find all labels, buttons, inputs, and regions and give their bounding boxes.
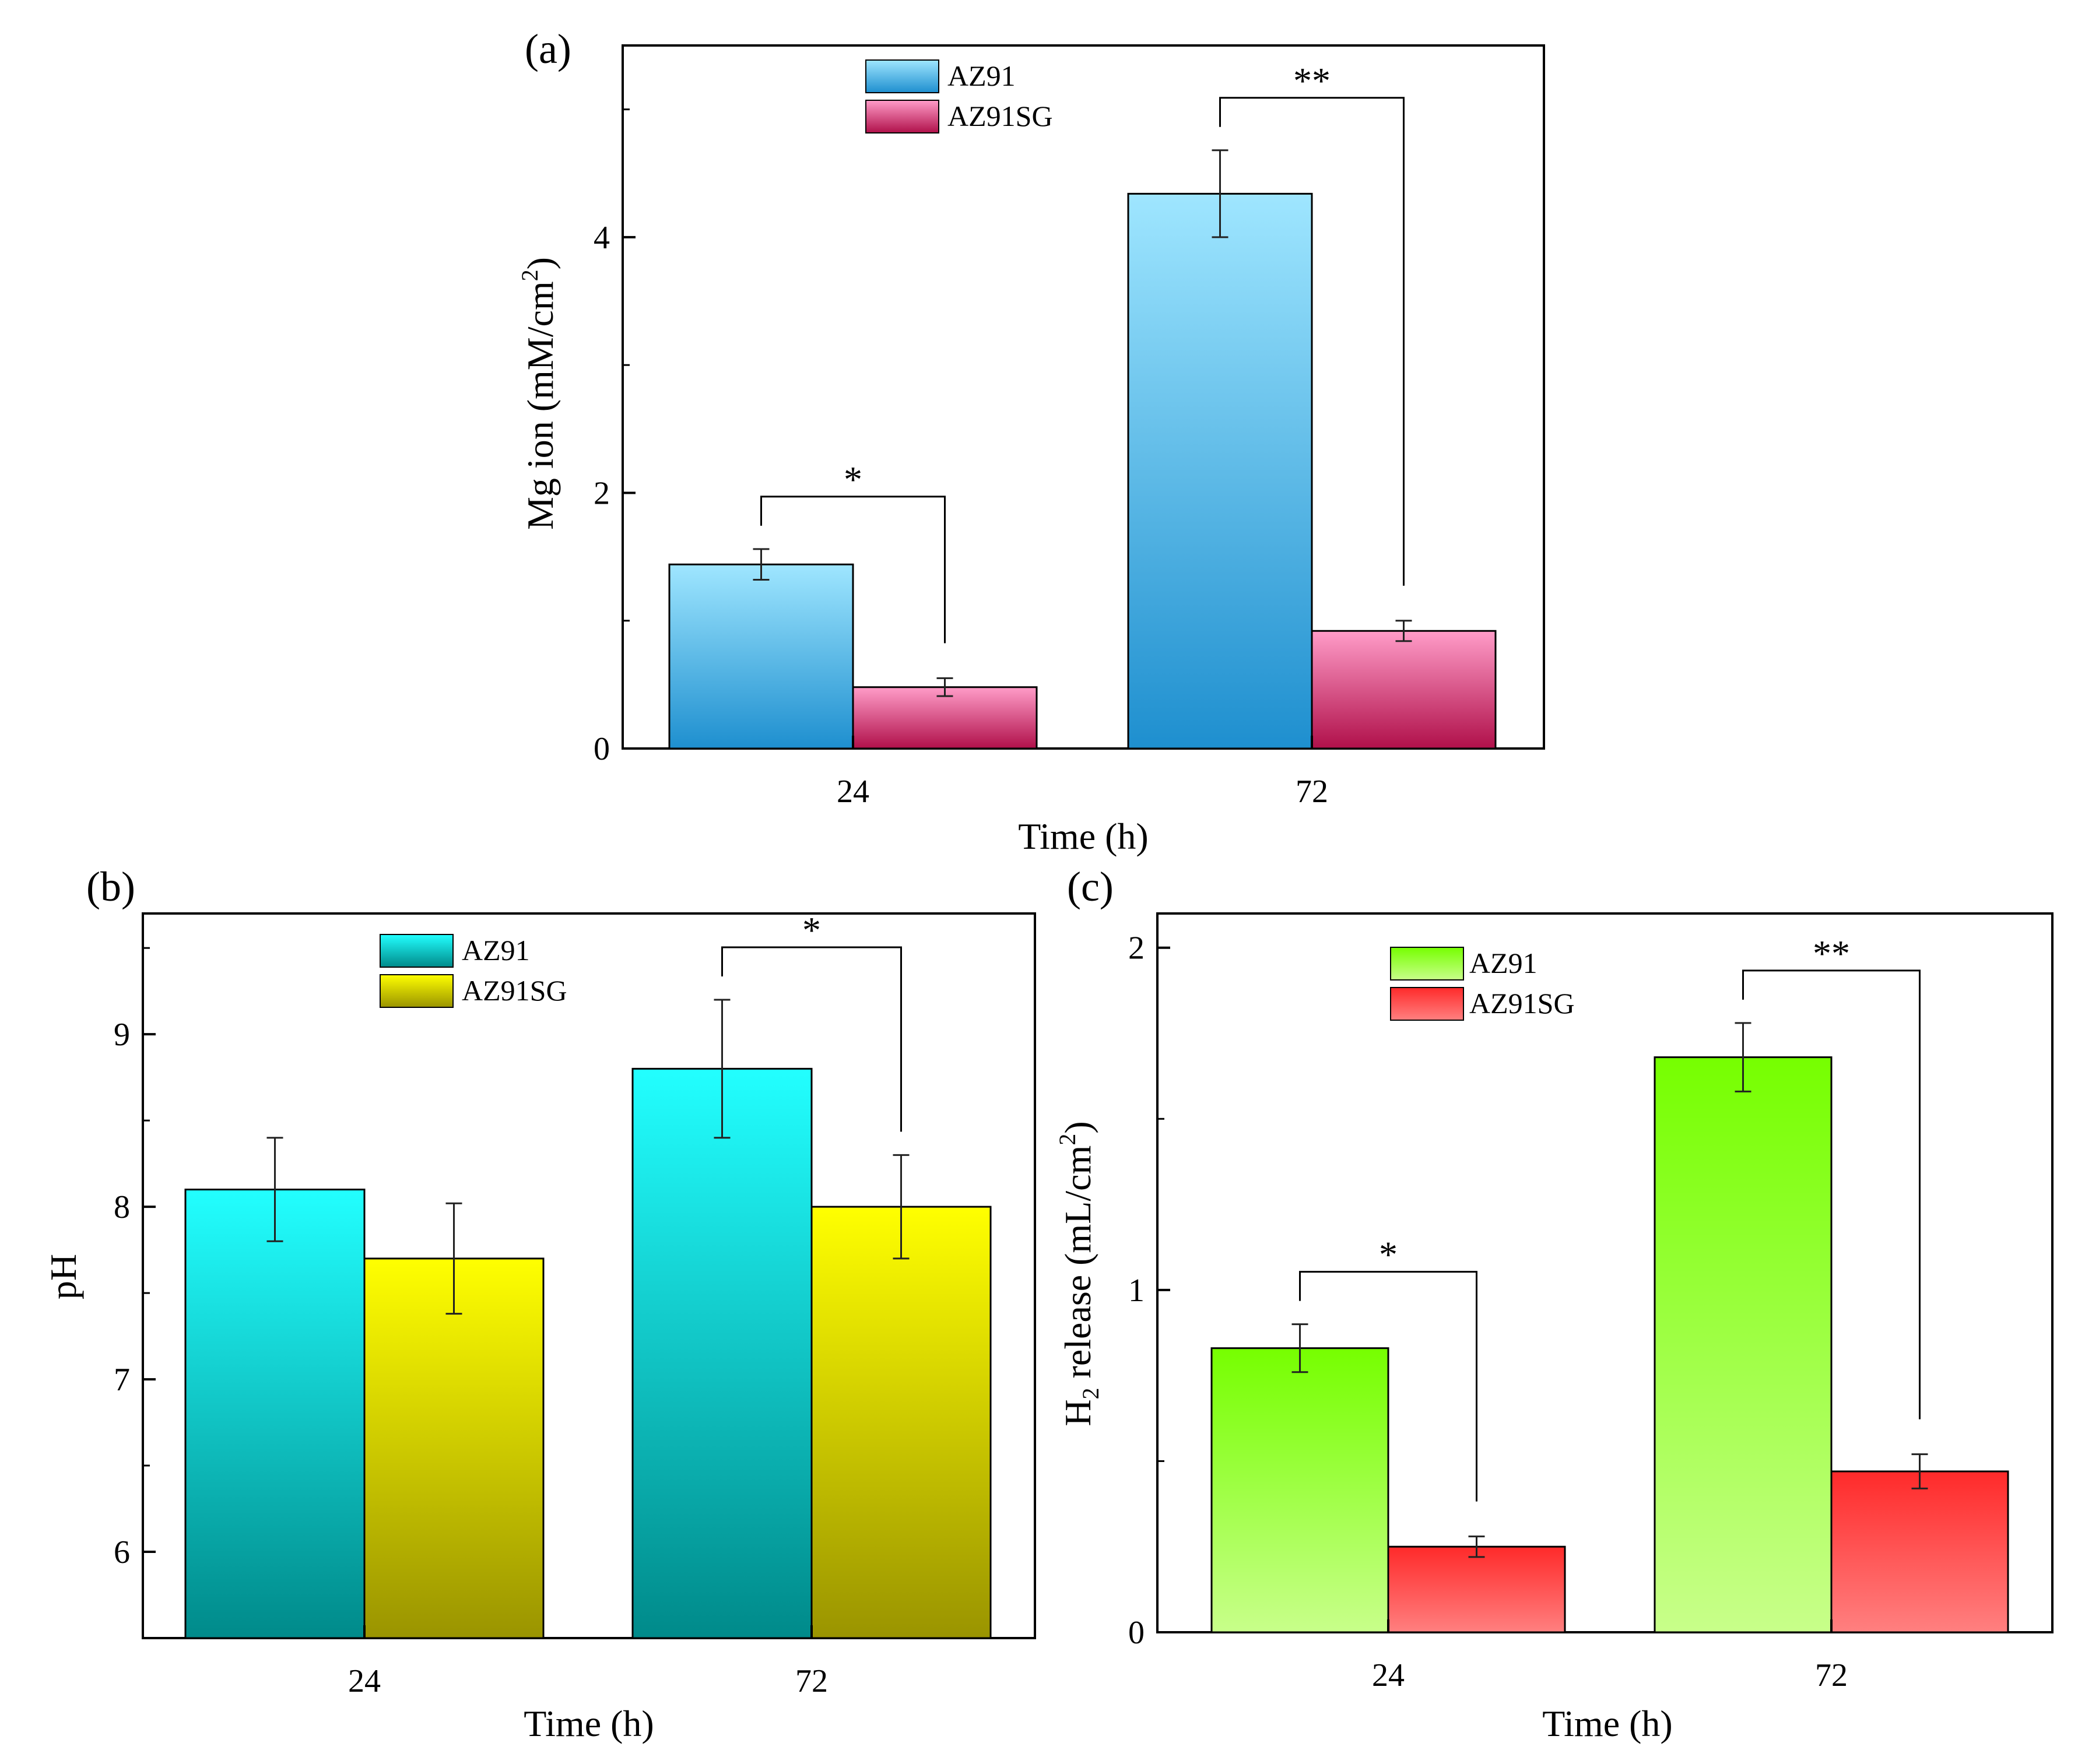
panel-a-x-axis-title: Time (h) (1018, 816, 1148, 857)
significance-marker: * (1379, 1234, 1398, 1275)
panel-b-x-axis-title: Time (h) (524, 1703, 654, 1744)
bar-az91sg-24 (852, 686, 1038, 750)
x-tick-label: 72 (1296, 774, 1328, 810)
panel-a: (a) 024 24 72 *** AZ91 AZ91SG Time (h) Mg… (517, 26, 1545, 857)
y-tick-label: 0 (594, 731, 610, 767)
panel-a-label: (a) (525, 26, 571, 72)
bar-az91-24 (668, 563, 854, 750)
bar-az91sg-24 (363, 1257, 545, 1639)
significance-bracket (760, 496, 946, 644)
panel-a-legend-swatch-az91 (865, 59, 939, 93)
panel-c-y-axis-title-pre: H (1057, 1399, 1098, 1426)
significance-marker: * (844, 459, 862, 500)
y-tick-label: 7 (114, 1362, 130, 1398)
x-tick-label: 24 (348, 1663, 381, 1699)
y-tick-label: 2 (1128, 930, 1145, 967)
panel-a-legend-label-az91: AZ91 (947, 59, 1016, 92)
bar-az91sg-72 (1830, 1470, 2009, 1633)
significance-marker: ** (1813, 933, 1850, 974)
y-tick-label: 0 (1128, 1615, 1145, 1651)
bar-az91sg-72 (810, 1206, 992, 1639)
y-tick-label: 8 (114, 1189, 130, 1225)
panel-c-y-axis-title-end: ) (1057, 1121, 1098, 1133)
bar-az91-72 (631, 1067, 813, 1639)
bar-az91sg-72 (1311, 630, 1497, 750)
significance-bracket (1299, 1271, 1477, 1502)
panel-c-x-axis: 24 72 (1372, 1619, 1848, 1693)
y-tick-label: 1 (1128, 1273, 1145, 1309)
panel-b-legend: AZ91 AZ91SG (380, 934, 567, 1008)
panel-b-legend-label-az91sg: AZ91SG (462, 974, 567, 1007)
panel-b-y-axis-title: pH (43, 1254, 84, 1299)
panel-c-frame (1156, 912, 2054, 1633)
bar-az91-72 (1654, 1056, 1833, 1633)
panel-a-frame (622, 44, 1545, 750)
x-tick-label: 72 (795, 1663, 828, 1699)
panel-c-legend-swatch-az91 (1390, 947, 1464, 981)
panel-b-frame (142, 912, 1036, 1639)
panel-c-significance: *** (1299, 933, 1921, 1502)
panel-a-y-axis-title: Mg ion (mM/cm2) (517, 257, 561, 530)
bar-az91-24 (1210, 1347, 1389, 1633)
panel-a-x-axis: 24 72 (837, 736, 1328, 810)
panel-a-y-axis: 0 2 4 (594, 108, 636, 767)
panel-c-legend-label-az91sg: AZ91SG (1469, 987, 1575, 1020)
bar-az91-72 (1127, 192, 1313, 750)
panel-c-legend-label-az91: AZ91 (1469, 947, 1538, 979)
panel-c-y-axis-title: H2 release (mL/cm2) (1054, 1121, 1104, 1426)
y-tick-label: 9 (114, 1017, 130, 1053)
panel-b-x-axis: 24 72 (348, 1625, 828, 1699)
panel-b-y-axis: 6 7 8 9 (114, 947, 156, 1570)
bar-az91-24 (184, 1189, 366, 1639)
panel-c-y-axis-title-main: release (mL/cm (1057, 1145, 1098, 1388)
panel-a-y-axis-title-main: Mg ion (mM/cm (520, 281, 561, 530)
panel-b: (b) 6 7 8 9 24 72 * AZ91 AZ91SG Time (h) pH (43, 863, 1036, 1744)
panel-b-significance: * (721, 909, 902, 1132)
panel-c-y-axis-title-sup: 2 (1054, 1134, 1080, 1145)
panel-a-significance: *** (760, 60, 1405, 644)
panel-c-y-axis-title-sub: 2 (1077, 1387, 1104, 1399)
panel-c: (c) 012 24 72 *** AZ91 AZ91SG Time (h) H2… (1054, 863, 2054, 1744)
significance-bracket (1742, 969, 1921, 1419)
panel-c-y-axis: 0 1 2 (1128, 930, 1170, 1651)
panel-b-legend-swatch-az91 (380, 934, 454, 968)
panel-c-legend: AZ91 AZ91SG (1390, 947, 1575, 1021)
y-tick-label: 4 (594, 220, 610, 256)
panel-c-bars (1210, 1022, 2009, 1633)
significance-bracket (721, 946, 902, 1132)
x-tick-label: 24 (1372, 1657, 1405, 1693)
panel-a-legend: AZ91 AZ91SG (865, 59, 1053, 133)
x-tick-label: 24 (837, 774, 869, 810)
panel-a-bars (668, 149, 1497, 750)
x-tick-label: 72 (1815, 1657, 1848, 1693)
bar-az91sg-24 (1387, 1545, 1566, 1633)
panel-a-legend-swatch-az91sg (865, 100, 939, 133)
panel-a-y-axis-title-end: ) (520, 257, 561, 269)
significance-bracket (1219, 97, 1405, 586)
panel-c-legend-swatch-az91sg (1390, 987, 1464, 1021)
panel-c-x-axis-title: Time (h) (1542, 1703, 1672, 1744)
panel-b-legend-swatch-az91sg (380, 974, 454, 1008)
panel-b-bars (184, 999, 992, 1639)
panel-a-legend-label-az91sg: AZ91SG (947, 100, 1053, 132)
significance-marker: * (802, 909, 821, 951)
y-tick-label: 2 (594, 475, 610, 511)
panel-b-label: (b) (86, 863, 135, 910)
significance-marker: ** (1293, 60, 1331, 101)
panel-b-legend-label-az91: AZ91 (462, 934, 530, 967)
panel-a-y-axis-title-sup: 2 (517, 269, 543, 281)
y-tick-label: 6 (114, 1534, 130, 1570)
panel-c-label: (c) (1067, 863, 1114, 910)
